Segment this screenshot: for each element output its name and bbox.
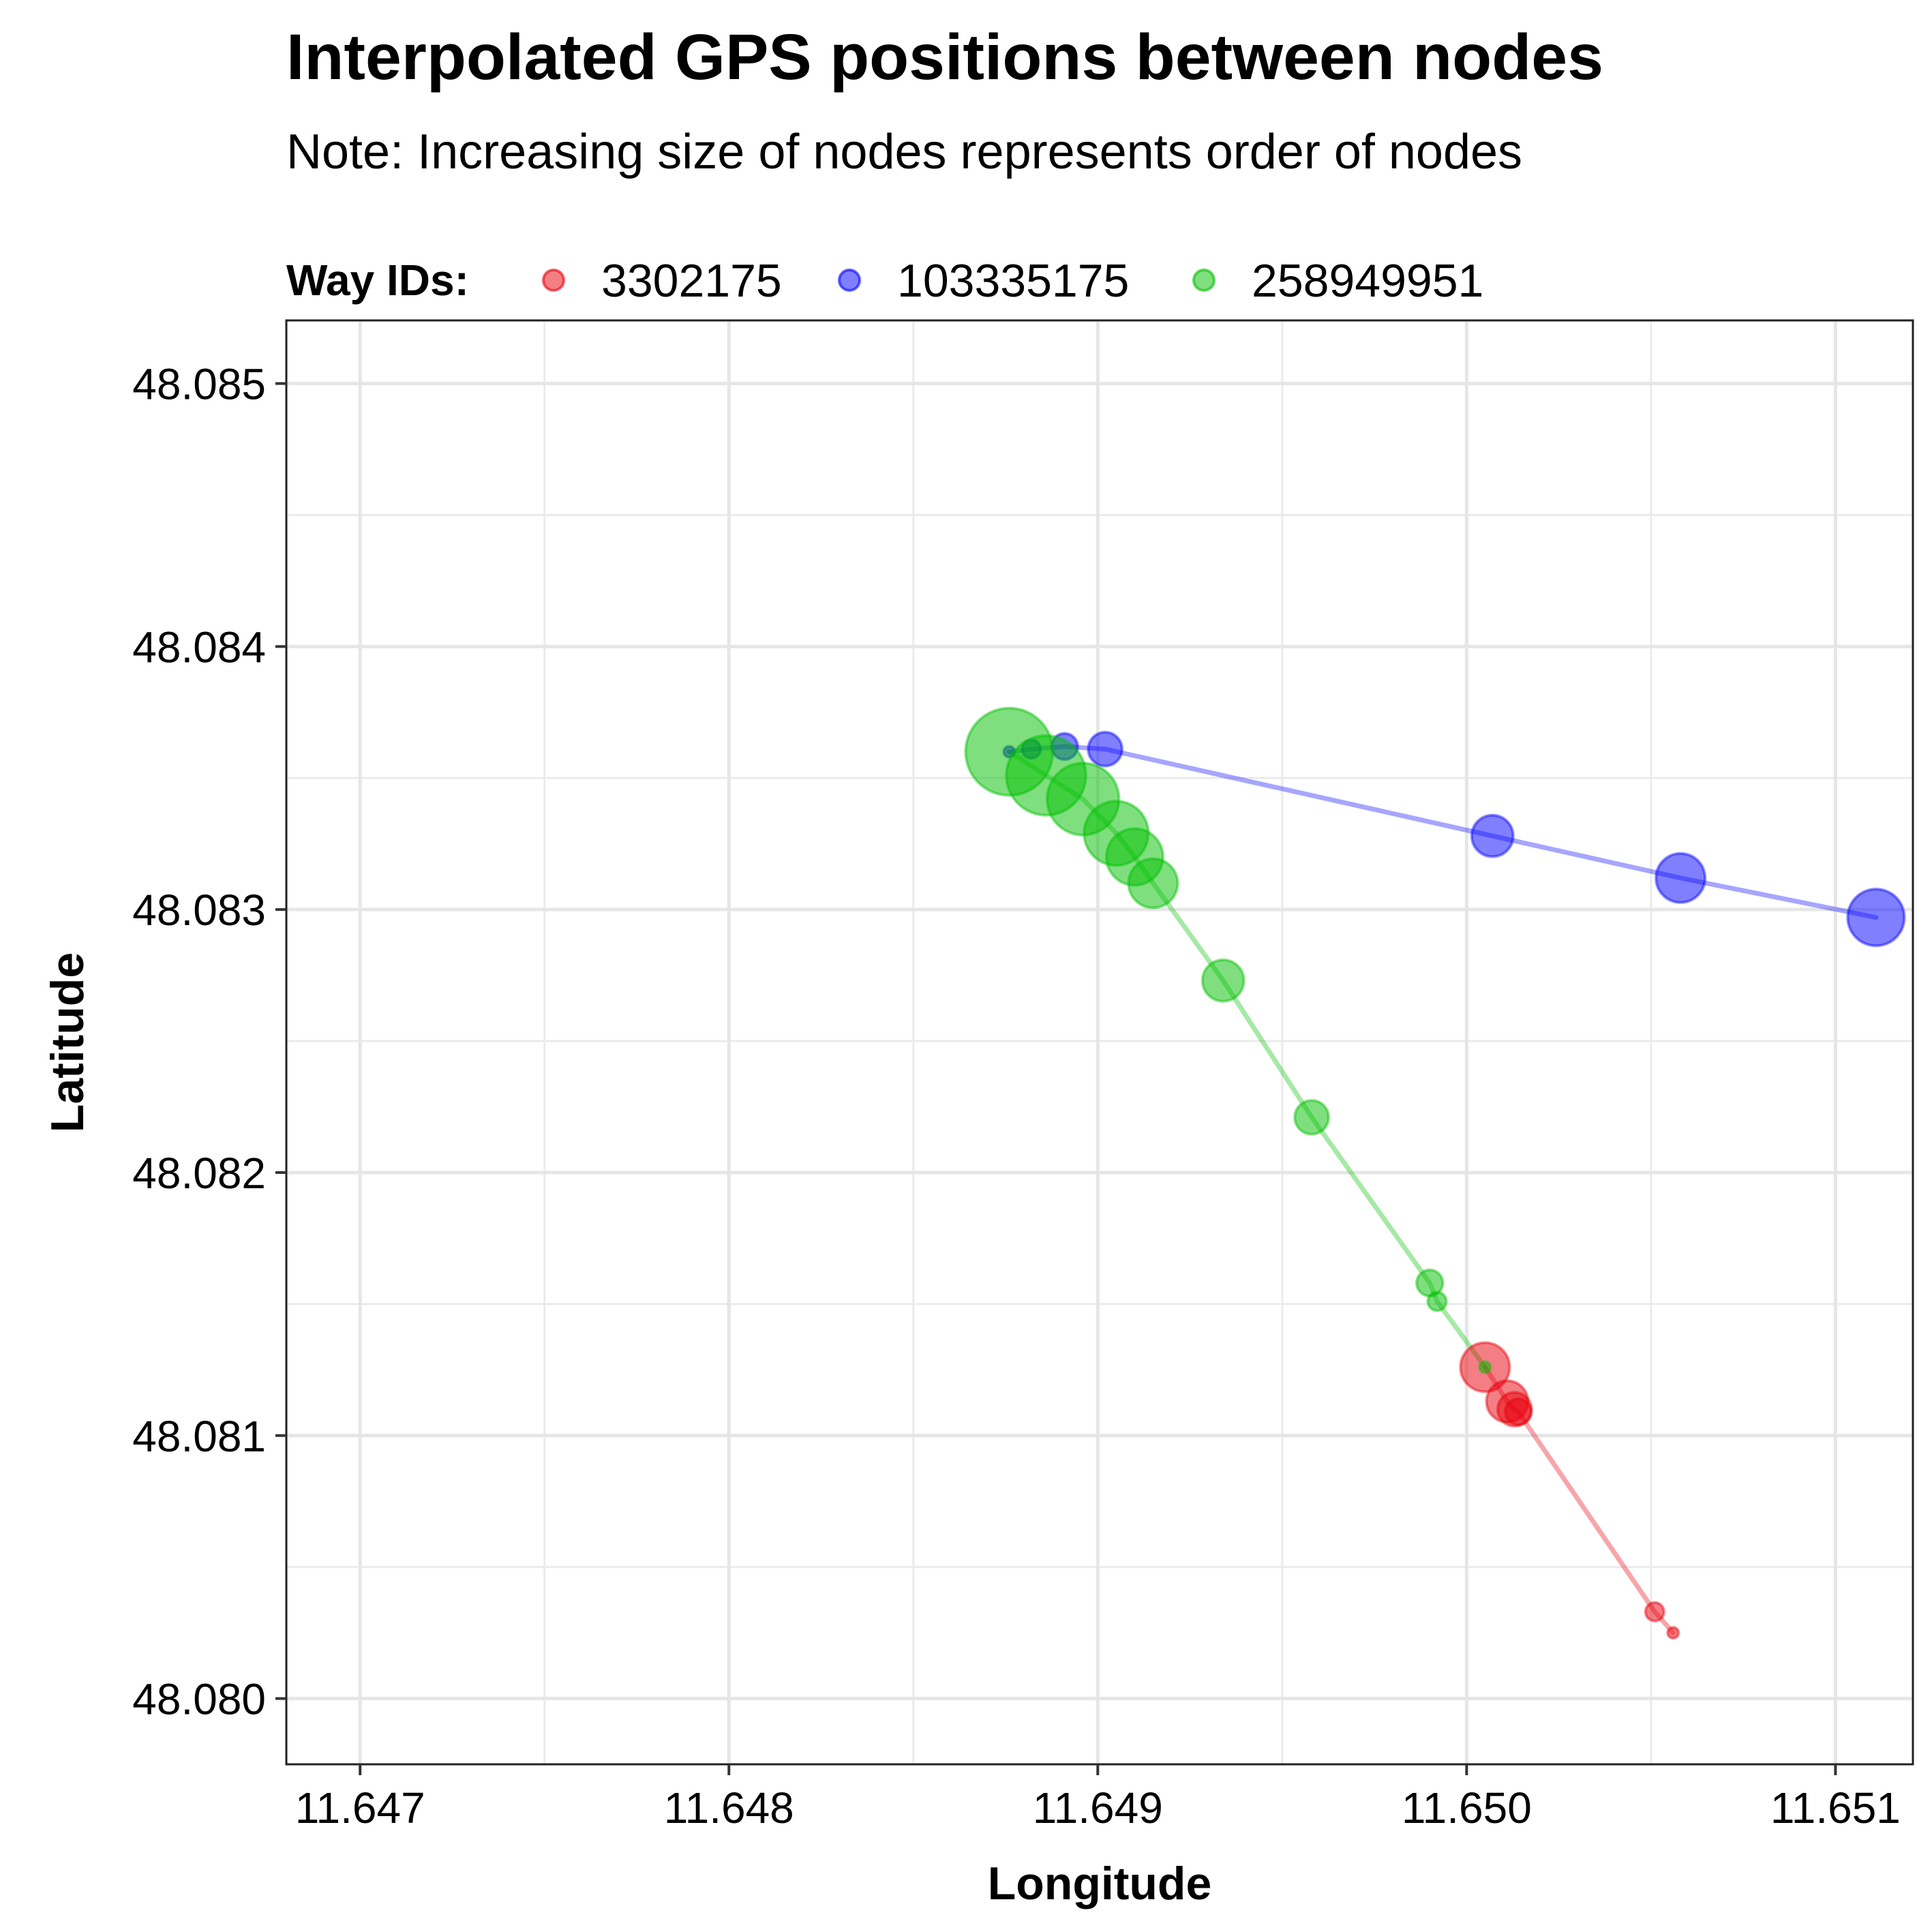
chart-title: Interpolated GPS positions between nodes — [286, 21, 1603, 93]
y-tick-label: 48.084 — [132, 622, 266, 671]
y-axis: 48.080 48.081 48.082 48.083 48.084 48.085 — [132, 360, 286, 1724]
y-tick-label: 48.083 — [132, 886, 266, 935]
y-tick-label: 48.081 — [132, 1412, 266, 1461]
x-tick-label: 11.651 — [1770, 1783, 1901, 1832]
data-point-258949951 — [1201, 958, 1246, 1003]
grid-major — [286, 320, 1913, 1764]
legend-key-258949951 — [1192, 269, 1216, 292]
data-point-103335175 — [1470, 813, 1515, 858]
x-tick-label: 11.647 — [295, 1783, 425, 1832]
x-axis: 11.647 11.648 11.649 11.650 11.651 — [295, 1764, 1901, 1832]
data-point-3302175 — [1644, 1601, 1665, 1622]
chart-subtitle: Note: Increasing size of nodes represent… — [286, 125, 1523, 179]
data-point-103335175 — [1087, 731, 1123, 768]
data-point-258949951 — [1426, 1290, 1448, 1312]
x-tick-label: 11.649 — [1033, 1783, 1163, 1832]
data-point-103335175 — [1655, 851, 1707, 904]
data-point-258949951 — [1293, 1099, 1330, 1136]
y-tick-label: 48.082 — [132, 1149, 266, 1198]
data-point-258949951 — [1478, 1360, 1492, 1374]
legend: Way IDs: 3302175 103335175 258949951 — [286, 255, 1483, 307]
legend-label: 103335175 — [897, 255, 1129, 307]
x-tick-label: 11.650 — [1402, 1783, 1532, 1832]
y-tick-label: 48.085 — [132, 360, 266, 409]
x-tick-label: 11.648 — [664, 1783, 794, 1832]
legend-label: 3302175 — [601, 255, 782, 307]
y-tick-label: 48.080 — [132, 1675, 266, 1724]
data-point-258949951 — [1127, 857, 1179, 909]
data-point-103335175 — [1846, 888, 1906, 948]
plot-panel — [286, 320, 1913, 1764]
data-point-3302175 — [1503, 1397, 1533, 1427]
plot-border — [285, 319, 1914, 1766]
series-points — [964, 706, 1906, 1640]
y-axis-title: Latitude — [42, 952, 93, 1132]
data-point-3302175 — [1666, 1626, 1680, 1640]
legend-title: Way IDs: — [286, 256, 469, 305]
legend-key-3302175 — [542, 269, 565, 292]
legend-key-103335175 — [838, 269, 861, 292]
x-axis-title: Longitude — [988, 1858, 1212, 1910]
legend-label: 258949951 — [1252, 255, 1483, 307]
